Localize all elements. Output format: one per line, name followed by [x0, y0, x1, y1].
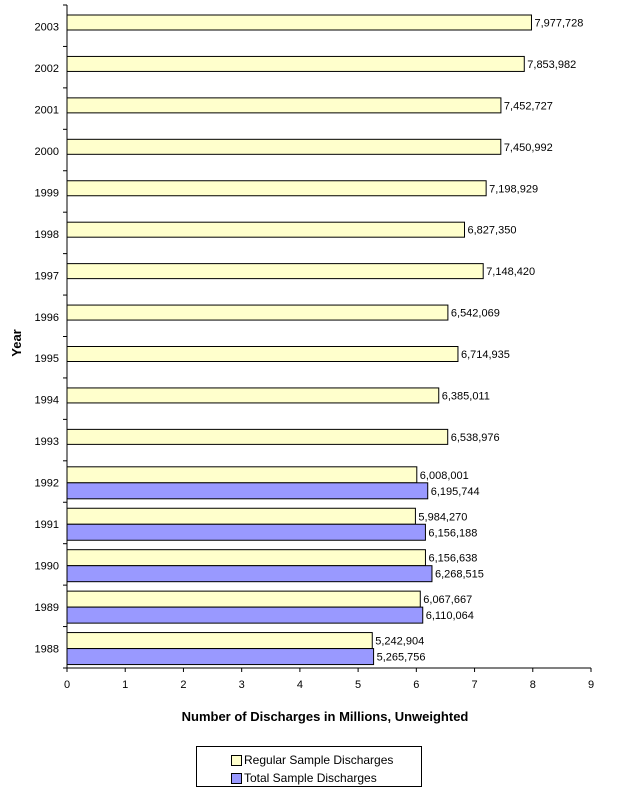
bar-total-1988	[66, 648, 375, 666]
data-label-regular-1999: 7,198,929	[489, 183, 538, 195]
x-tick-label: 7	[471, 679, 477, 691]
y-tick-label: 1998	[35, 229, 59, 241]
bar-total-1989	[66, 606, 424, 624]
data-label-regular-1989: 6,067,667	[423, 594, 472, 606]
data-label-regular-2000: 7,450,992	[504, 142, 553, 154]
bar-regular-1997	[66, 263, 484, 280]
bar-total-1990	[66, 565, 433, 583]
x-tick-label: 0	[64, 679, 70, 691]
data-label-regular-1992: 6,008,001	[420, 470, 469, 482]
x-tick-label: 9	[588, 679, 594, 691]
y-tick-label: 1991	[35, 519, 59, 531]
data-label-regular-2001: 7,452,727	[504, 100, 553, 112]
data-label-regular-1993: 6,538,976	[451, 432, 500, 444]
data-label-regular-1998: 6,827,350	[468, 225, 517, 237]
legend: Regular Sample Discharges Total Sample D…	[196, 746, 422, 787]
data-label-regular-2002: 7,853,982	[527, 59, 576, 71]
legend-label-regular: Regular Sample Discharges	[244, 753, 394, 767]
legend-label-total: Total Sample Discharges	[244, 771, 377, 785]
data-label-regular-1995: 6,714,935	[461, 349, 510, 361]
data-label-total-1989: 6,110,064	[426, 610, 474, 622]
legend-swatch-total	[231, 772, 242, 784]
bar-regular-1991	[66, 507, 416, 525]
y-tick-label: 1994	[35, 395, 59, 407]
y-tick-label: 1995	[35, 353, 59, 365]
x-tick-label: 2	[180, 679, 186, 691]
bar-regular-2001	[66, 97, 502, 114]
bar-regular-1989	[66, 590, 421, 608]
data-label-total-1992: 6,195,744	[431, 486, 480, 498]
bar-regular-1999	[66, 180, 487, 197]
bar-regular-1990	[66, 549, 426, 567]
bar-regular-1994	[66, 387, 440, 404]
data-label-total-1991: 6,156,188	[428, 527, 477, 539]
bar-regular-1998	[66, 221, 466, 238]
bar-total-1991	[66, 523, 426, 541]
x-tick-label: 6	[413, 679, 419, 691]
y-tick-label: 2001	[35, 105, 59, 117]
x-tick-label: 3	[239, 679, 245, 691]
y-tick-label: 2002	[35, 63, 59, 75]
bar-regular-1995	[66, 346, 459, 362]
bar-regular-2003	[66, 14, 532, 31]
y-tick-label: 1992	[35, 478, 59, 490]
x-axis-title: Number of Discharges in Millions, Unweig…	[182, 709, 469, 724]
bar-total-1992	[66, 482, 429, 500]
y-tick-label: 1997	[35, 270, 59, 282]
bar-regular-1993	[66, 428, 449, 445]
x-tick-label: 1	[122, 679, 128, 691]
bar-regular-2002	[66, 55, 525, 72]
y-tick-label: 1996	[35, 312, 59, 324]
y-axis-title: Year	[9, 329, 24, 356]
data-label-regular-1994: 6,385,011	[442, 390, 490, 402]
x-tick-label: 8	[530, 679, 536, 691]
y-tick-label: 2003	[35, 22, 59, 34]
y-tick-label: 1993	[35, 436, 59, 448]
bar-regular-1996	[66, 304, 449, 321]
y-tick-label: 1988	[35, 643, 59, 655]
data-label-regular-1988: 5,242,904	[375, 636, 424, 648]
legend-swatch-regular	[231, 754, 242, 766]
data-label-regular-2003: 7,977,728	[534, 18, 583, 30]
legend-item-total: Total Sample Discharges	[231, 771, 377, 785]
data-label-regular-1996: 6,542,069	[451, 308, 500, 320]
bar-regular-1988	[66, 632, 373, 650]
y-tick-label: 1990	[35, 560, 59, 572]
data-label-regular-1997: 7,148,420	[486, 266, 535, 278]
data-label-total-1990: 6,268,515	[435, 569, 484, 581]
data-label-regular-1990: 6,156,638	[428, 553, 477, 565]
data-label-total-1988: 5,265,756	[377, 652, 426, 664]
y-tick-label: 1989	[35, 602, 59, 614]
bar-chart-plot: Year Number of Discharges in Millions, U…	[9, 4, 594, 724]
legend-item-regular: Regular Sample Discharges	[231, 753, 393, 767]
data-label-regular-1991: 5,984,270	[418, 511, 467, 523]
y-tick-label: 1999	[35, 187, 59, 199]
x-tick-label: 5	[355, 679, 361, 691]
bar-regular-1992	[66, 466, 418, 484]
y-tick-label: 2000	[35, 146, 59, 158]
bar-regular-2000	[66, 138, 502, 155]
x-tick-label: 4	[297, 679, 303, 691]
